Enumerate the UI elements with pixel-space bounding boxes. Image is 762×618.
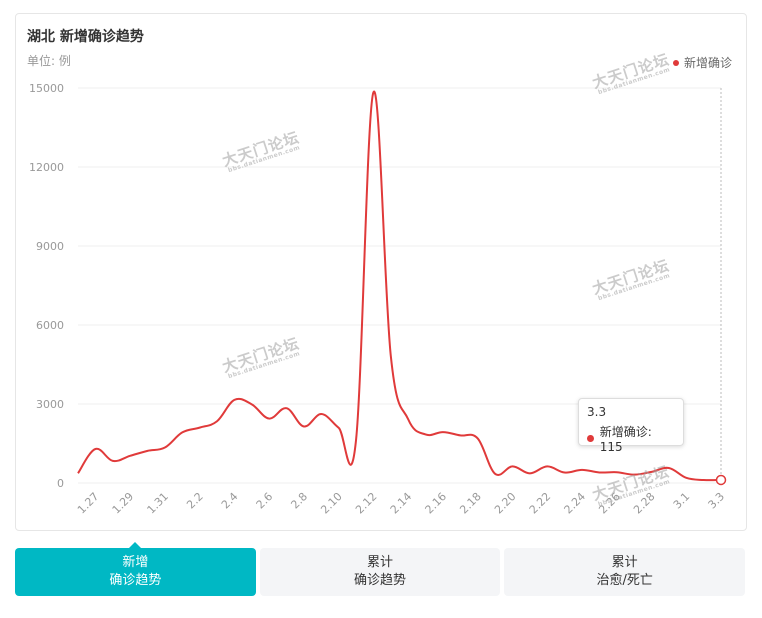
x-tick-label: 2.14	[388, 490, 415, 517]
y-tick-label: 15000	[29, 82, 64, 95]
tab-label-line1: 累计	[367, 555, 394, 570]
tab-label-line2: 确诊趋势	[354, 573, 407, 588]
x-tick-label: 2.4	[219, 490, 241, 512]
x-tick-label: 2.16	[423, 490, 450, 517]
x-tick-label: 2.12	[353, 490, 380, 517]
data-tooltip: 3.3 新增确诊: 115	[578, 398, 684, 454]
tab-cumulative-confirmed-trend[interactable]: 累计 确诊趋势	[259, 548, 501, 596]
y-tick-label: 3000	[36, 398, 64, 411]
tab-label-line2: 确诊趋势	[109, 573, 162, 588]
y-tick-label: 0	[57, 477, 64, 490]
unit-label: 单位: 例	[27, 54, 71, 68]
chart-title: 湖北 新增确诊趋势	[27, 29, 144, 45]
tooltip-date: 3.3	[587, 405, 607, 419]
tab-cumulative-cured-deaths[interactable]: 累计 治愈/死亡	[504, 548, 746, 596]
tab-label-line1: 累计	[611, 555, 638, 570]
x-tick-label: 2.8	[288, 490, 310, 512]
legend[interactable]: 新增确诊	[672, 54, 732, 71]
x-tick-label: 2.22	[527, 490, 554, 517]
tab-new-confirmed-trend[interactable]: 新增 确诊趋势	[15, 542, 256, 596]
x-tick-label: 2.10	[318, 490, 345, 517]
tooltip-value: 新增确诊: 115	[599, 425, 652, 454]
chart-tabs: 新增 确诊趋势 累计 确诊趋势 累计 治愈/死亡	[15, 542, 746, 596]
y-tick-label: 9000	[36, 240, 64, 253]
tooltip-dot-icon	[587, 435, 594, 442]
tab-label-line1: 新增	[122, 555, 149, 570]
x-tick-label: 1.29	[110, 490, 137, 517]
legend-label: 新增确诊	[683, 56, 732, 70]
line-chart[interactable]: 0 3000 6000 9000 12000 15000 1.27 1.29 1.31 2.2 2.…	[0, 0, 762, 540]
x-tick-label: 2.20	[492, 490, 519, 517]
tab-label-line2: 治愈/死亡	[596, 573, 653, 588]
x-tick-label: 2.18	[457, 490, 484, 517]
x-tick-label: 3.3	[706, 490, 728, 512]
x-tick-label: 3.1	[671, 490, 693, 512]
x-tick-label: 1.27	[75, 490, 102, 517]
chart-card: 湖北 新增确诊趋势 单位: 例 新增确诊	[15, 13, 747, 531]
x-tick-label: 2.2	[184, 490, 206, 512]
x-tick-label: 2.6	[254, 490, 276, 512]
y-tick-label: 12000	[29, 161, 64, 174]
y-tick-label: 6000	[36, 319, 64, 332]
legend-dot-icon	[672, 59, 679, 66]
x-tick-label: 2.24	[562, 490, 589, 517]
data-point-highlighted	[715, 474, 727, 486]
x-tick-label: 1.31	[144, 490, 171, 517]
series-line-new-confirmed	[77, 90, 722, 482]
